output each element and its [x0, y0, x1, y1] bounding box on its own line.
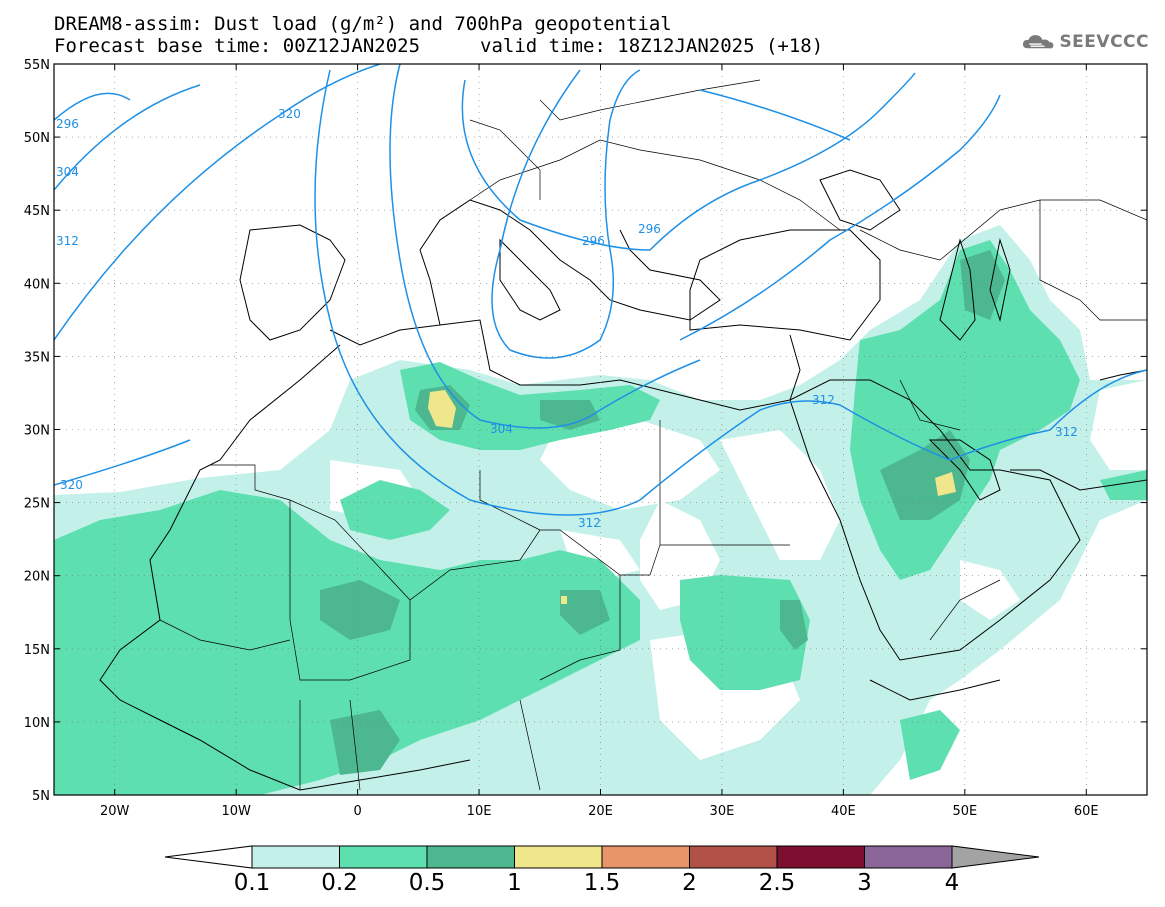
colorbar-label: 0.2: [321, 870, 358, 896]
contour-label: 312: [1055, 425, 1078, 439]
colorbar-label: 4: [945, 870, 960, 896]
colorbar-label: 2.5: [759, 870, 796, 896]
lon-tick-label: 40E: [831, 804, 856, 819]
contour-labels: 296 304 312 320 320 304 296 296 312 312 …: [56, 107, 1078, 530]
colorbar-under-arrow: [164, 845, 253, 869]
coastlines: [99, 169, 1147, 791]
lat-tick-label: 30N: [24, 424, 50, 439]
lat-tick-label: 40N: [24, 277, 50, 292]
map-content: 296 304 312 320 320 304 296 296 312 312 …: [54, 64, 1147, 795]
colorbar-swatch: [864, 845, 953, 869]
lon-tick-label: 20E: [588, 804, 613, 819]
contour-label: 312: [56, 234, 79, 248]
lat-tick-label: 15N: [24, 643, 50, 658]
lon-tick-label: 0: [353, 804, 361, 819]
lon-tick-label: 10W: [221, 804, 251, 819]
colorbar-label: 0.5: [409, 870, 446, 896]
colorbar-swatch: [339, 845, 428, 869]
lat-tick-label: 10N: [24, 716, 50, 731]
colorbar: 0.1 0.2 0.5 1 1.5 2 2.5 3 4: [164, 845, 1040, 896]
colorbar-swatch: [514, 845, 603, 869]
contour-label: 312: [812, 393, 835, 407]
axis-ticks: [54, 63, 1147, 796]
contour-label: 320: [60, 478, 83, 492]
colorbar-swatch: [689, 845, 778, 869]
seevccc-logo: SEEVCCC: [1021, 26, 1149, 58]
contour-label: 296: [56, 117, 79, 131]
valid-time: valid time: 18Z12JAN2025 (+18): [480, 35, 824, 57]
dust-layer-peak: [428, 390, 956, 604]
colorbar-over-arrow: [951, 845, 1040, 869]
contour-label: 296: [582, 234, 605, 248]
cloud-icon: [1022, 35, 1054, 49]
country-borders: [159, 79, 1147, 791]
longitude-labels: 20W 10W 0 10E 20E 30E 40E 50E 60E: [100, 804, 1099, 819]
lon-tick-label: 60E: [1074, 804, 1099, 819]
lon-tick-label: 30E: [710, 804, 735, 819]
contour-label: 296: [638, 222, 661, 236]
lon-tick-label: 50E: [952, 804, 977, 819]
lat-tick-label: 25N: [24, 497, 50, 512]
colorbar-swatch: [426, 845, 515, 869]
colorbar-label: 3: [857, 870, 872, 896]
lon-tick-label: 10E: [467, 804, 492, 819]
lat-tick-label: 50N: [24, 131, 50, 146]
lat-lon-grid: [54, 64, 1147, 795]
contour-label: 320: [278, 107, 301, 121]
geopotential-contours: [54, 64, 1147, 516]
lon-tick-label: 20W: [100, 804, 130, 819]
lat-tick-label: 45N: [24, 204, 50, 219]
colorbar-swatch: [251, 845, 340, 869]
latitude-labels: 5N 10N 15N 20N 25N 30N 35N 40N 45N 50N 55N: [24, 58, 50, 804]
map-title: DREAM8-assim: Dust load (g/m²) and 700hP…: [54, 13, 672, 35]
lat-tick-label: 35N: [24, 350, 50, 365]
contour-label: 312: [578, 516, 601, 530]
contour-label: 304: [56, 165, 79, 179]
colorbar-label: 1.5: [584, 870, 621, 896]
logo-text: SEEVCCC: [1059, 32, 1149, 52]
colorbar-swatch: [776, 845, 865, 869]
colorbar-label: 1: [507, 870, 522, 896]
lat-tick-label: 20N: [24, 570, 50, 585]
contour-label: 304: [490, 422, 513, 436]
colorbar-label: 0.1: [234, 870, 271, 896]
dust-layer-high: [320, 250, 1005, 775]
forecast-base-time: Forecast base time: 00Z12JAN2025: [54, 35, 421, 57]
colorbar-swatch: [601, 845, 690, 869]
lat-tick-label: 5N: [32, 789, 50, 804]
lat-tick-label: 55N: [24, 58, 50, 73]
colorbar-label: 2: [682, 870, 697, 896]
